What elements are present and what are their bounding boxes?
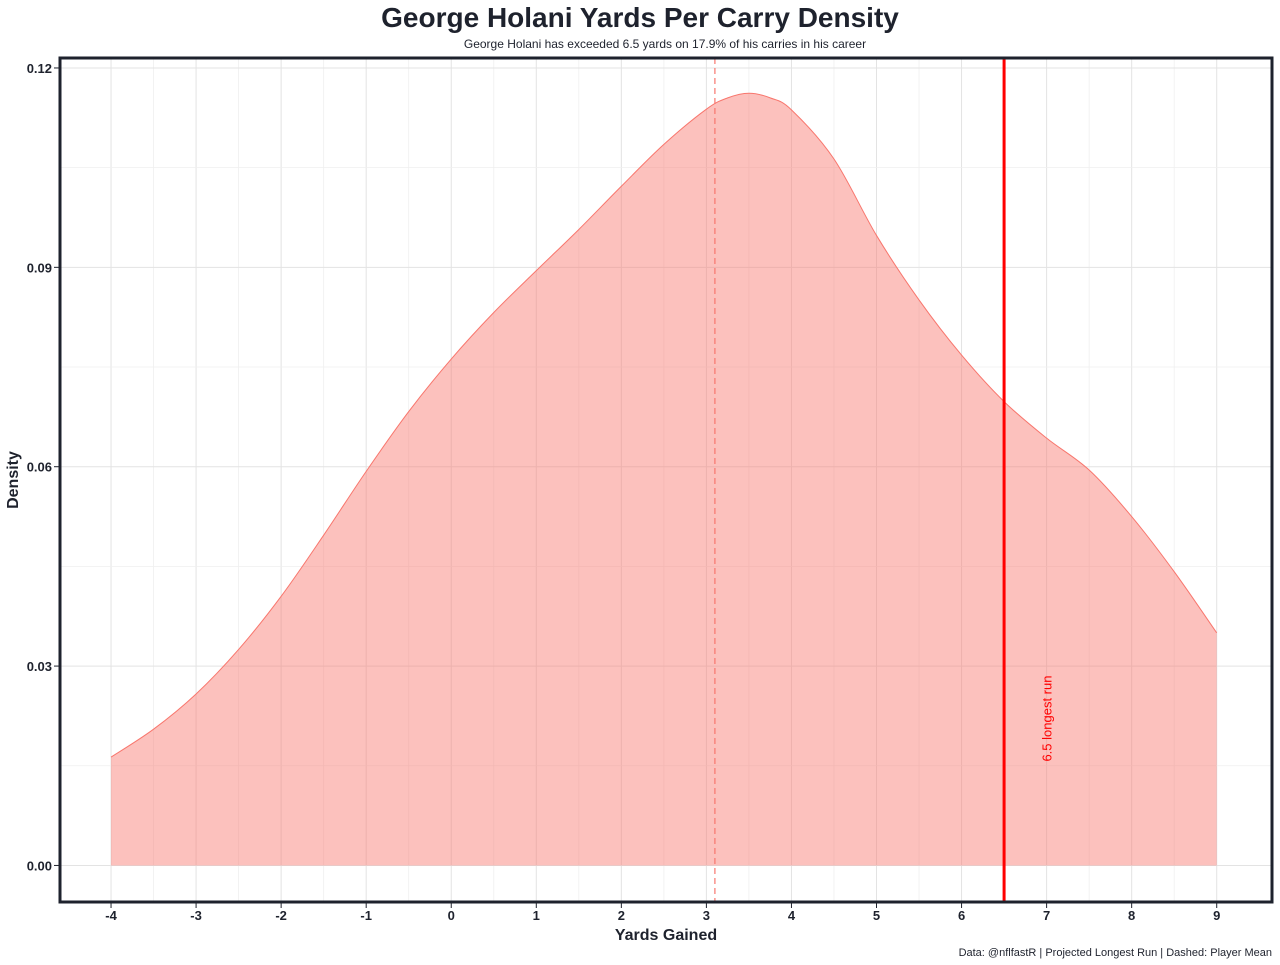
x-axis-ticks: -4 -3 -2 -1 0 1 2 3 4 5 6 7 8 9 — [105, 903, 1220, 923]
x-tick-label: 9 — [1213, 908, 1220, 923]
x-tick-label: 6 — [958, 908, 965, 923]
panel-border — [58, 56, 1274, 904]
x-tick-label: 5 — [873, 908, 880, 923]
x-tick-label: 4 — [788, 908, 796, 923]
x-tick-label: 0 — [448, 908, 455, 923]
y-axis-ticks: 0.00 0.03 0.06 0.09 0.12 — [27, 61, 59, 873]
x-tick-label: 2 — [618, 908, 625, 923]
y-tick-label: 0.00 — [27, 858, 52, 873]
y-tick-label: 0.09 — [27, 260, 52, 275]
x-tick-label: -2 — [275, 908, 287, 923]
density-curve — [110, 92, 1218, 758]
x-axis-title: Yards Gained — [615, 927, 717, 944]
reference-lines — [714, 58, 1006, 902]
x-tick-label: 3 — [703, 908, 710, 923]
y-tick-label: 0.03 — [27, 659, 52, 674]
x-tick-label: -1 — [360, 908, 372, 923]
longest-run-annotation: 6.5 longest run — [1040, 676, 1055, 762]
x-tick-label: 1 — [533, 908, 540, 923]
y-axis-title: Density — [5, 451, 22, 509]
density-area — [111, 93, 1217, 866]
x-tick-label: -3 — [190, 908, 202, 923]
y-tick-label: 0.12 — [27, 61, 52, 76]
y-tick-label: 0.06 — [27, 460, 52, 475]
x-tick-label: 7 — [1043, 908, 1050, 923]
gridlines — [60, 58, 1272, 902]
x-tick-label: -4 — [105, 908, 117, 923]
chart-subtitle: George Holani has exceeded 6.5 yards on … — [463, 37, 867, 51]
chart-title: George Holani Yards Per Carry Density — [381, 2, 899, 33]
x-tick-label: 8 — [1128, 908, 1135, 923]
chart-caption: Data: @nflfastR | Projected Longest Run … — [958, 947, 1272, 959]
density-area-layer — [110, 92, 1218, 866]
